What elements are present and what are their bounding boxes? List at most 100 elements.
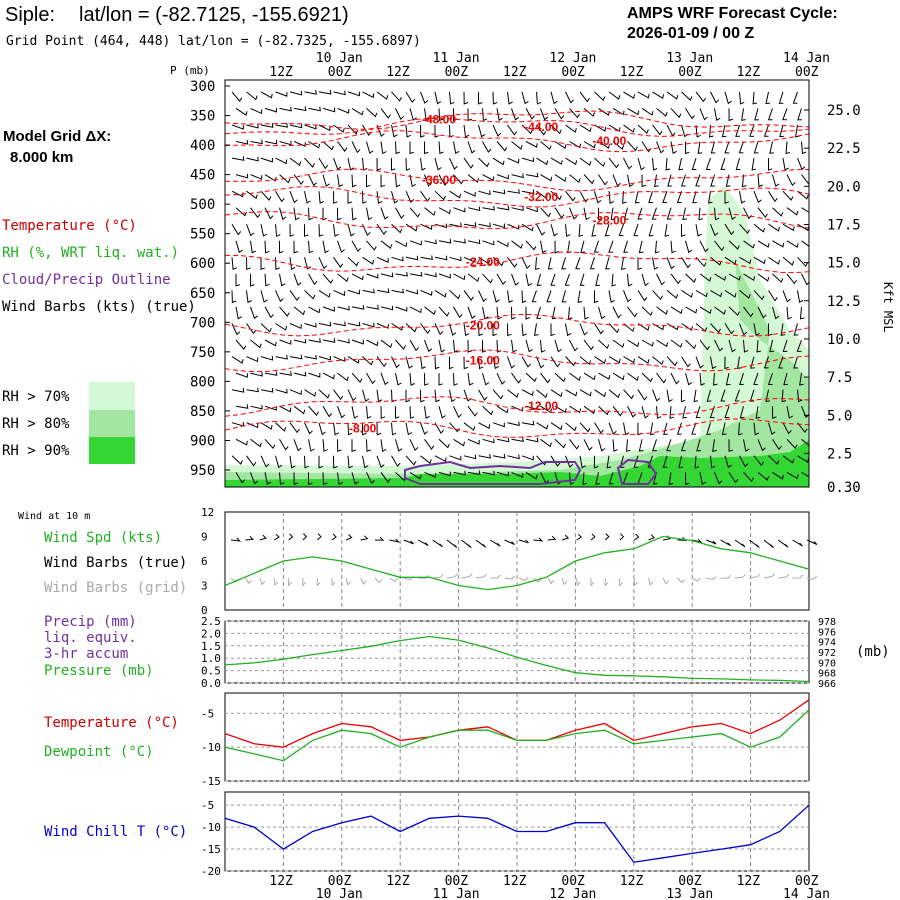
wind-barb	[337, 107, 350, 114]
wind-barb	[652, 91, 665, 99]
wind-barb	[666, 124, 676, 137]
wind-barb	[496, 339, 502, 353]
wind-barb	[670, 273, 681, 285]
wind-barb	[380, 406, 386, 419]
wind-barb	[536, 422, 549, 430]
wind-barb	[293, 273, 302, 287]
wind-barb	[376, 356, 387, 368]
wind-barb	[347, 389, 357, 402]
wind-barb	[769, 339, 774, 353]
wind-barb	[540, 174, 553, 182]
wind-barb-true	[389, 538, 401, 543]
top-hour-label: 00Z	[328, 65, 352, 80]
wind-barb	[424, 339, 433, 353]
model-title: AMPS WRF Forecast Cycle:	[627, 5, 838, 22]
wind-barb	[275, 323, 288, 331]
wind-barb	[757, 174, 763, 188]
wind-barb	[583, 306, 589, 320]
wind-barb	[391, 256, 404, 262]
wind-barb	[801, 438, 809, 446]
wind-barb	[612, 405, 623, 417]
pressure-tick-label: 650	[190, 286, 215, 302]
wind-barb	[782, 339, 788, 353]
wind-barb	[478, 190, 491, 196]
wind-barb	[351, 174, 357, 188]
wind-barb	[694, 455, 700, 469]
wind-barb	[721, 124, 727, 138]
wind-barb	[362, 158, 368, 171]
wind-barb	[496, 405, 509, 414]
wind-barb	[318, 422, 326, 436]
wind-barb	[665, 158, 671, 171]
windchill-line	[224, 804, 810, 863]
wind-barb	[608, 240, 614, 253]
wind-barb	[540, 207, 551, 218]
wind-barb-grid	[288, 578, 292, 587]
wind-barb	[550, 356, 561, 368]
wind-barb	[304, 224, 309, 237]
wind-barb	[594, 323, 604, 335]
wind-barb	[293, 106, 307, 112]
wind-barb	[569, 108, 580, 119]
wind-barb	[598, 439, 606, 452]
wind-barb	[304, 257, 312, 270]
wind-barb	[333, 389, 344, 401]
wind-barb	[651, 207, 657, 220]
wind-barb	[579, 124, 592, 133]
wind-barb	[409, 471, 422, 480]
wind-barb	[264, 273, 270, 287]
wind-barb	[778, 91, 784, 104]
wind-barb	[641, 273, 649, 287]
wind-barb	[608, 472, 614, 485]
wind-barb	[308, 240, 314, 254]
wind-barb	[391, 91, 402, 102]
wind-barb	[434, 455, 447, 463]
wind-barb	[496, 240, 509, 248]
pressure-tick-label: 550	[190, 227, 215, 243]
wind-barb	[608, 323, 620, 334]
wind-barb	[260, 157, 273, 163]
top-date-label: 10 Jan	[316, 51, 363, 66]
wind-barb	[405, 124, 411, 138]
y-tick-label: 9	[201, 531, 208, 544]
wind-barb	[362, 322, 375, 328]
wind-barb	[366, 273, 379, 279]
wind-barb	[420, 356, 426, 370]
wind-barb	[782, 455, 795, 464]
wind-barb	[591, 224, 597, 237]
wind-panel: 12 9 6 3 0	[201, 506, 818, 617]
wind-barb	[695, 91, 707, 103]
wind-barb	[279, 439, 289, 451]
wind-barb	[525, 141, 538, 148]
wind-barb	[594, 124, 607, 132]
wind-barb	[467, 438, 480, 445]
cloud-outline	[404, 458, 658, 485]
wind-barb	[535, 257, 540, 270]
wind-barb	[782, 158, 789, 171]
wind-barb-grid	[345, 577, 351, 586]
wind-barb	[696, 439, 701, 452]
wind-barb	[627, 141, 638, 152]
wind-barb	[478, 256, 491, 265]
wind-barb	[623, 422, 630, 436]
wind-barb	[362, 356, 374, 366]
kft-tick-label: 2.5	[827, 446, 852, 462]
wind-barb	[438, 339, 446, 353]
wind-barb	[638, 240, 644, 254]
wind-barb	[521, 455, 534, 461]
temperature-panel: -5 -10 -15	[201, 692, 810, 788]
wind-barb	[420, 289, 433, 296]
wind-barb-grid	[662, 577, 670, 585]
wind-barb	[362, 389, 370, 403]
wind-barb	[550, 124, 562, 135]
wind-barb	[666, 207, 672, 220]
wind-barb	[482, 340, 487, 353]
wind-barb	[304, 191, 311, 204]
wind-barb	[235, 404, 249, 409]
wind-barb	[767, 323, 773, 337]
wind-barb	[637, 91, 650, 99]
wind-barb	[536, 190, 548, 200]
windchill-panel: -5 -10 -15 -20	[201, 791, 810, 878]
wind-barb	[235, 139, 249, 145]
wind-barb	[507, 290, 513, 304]
